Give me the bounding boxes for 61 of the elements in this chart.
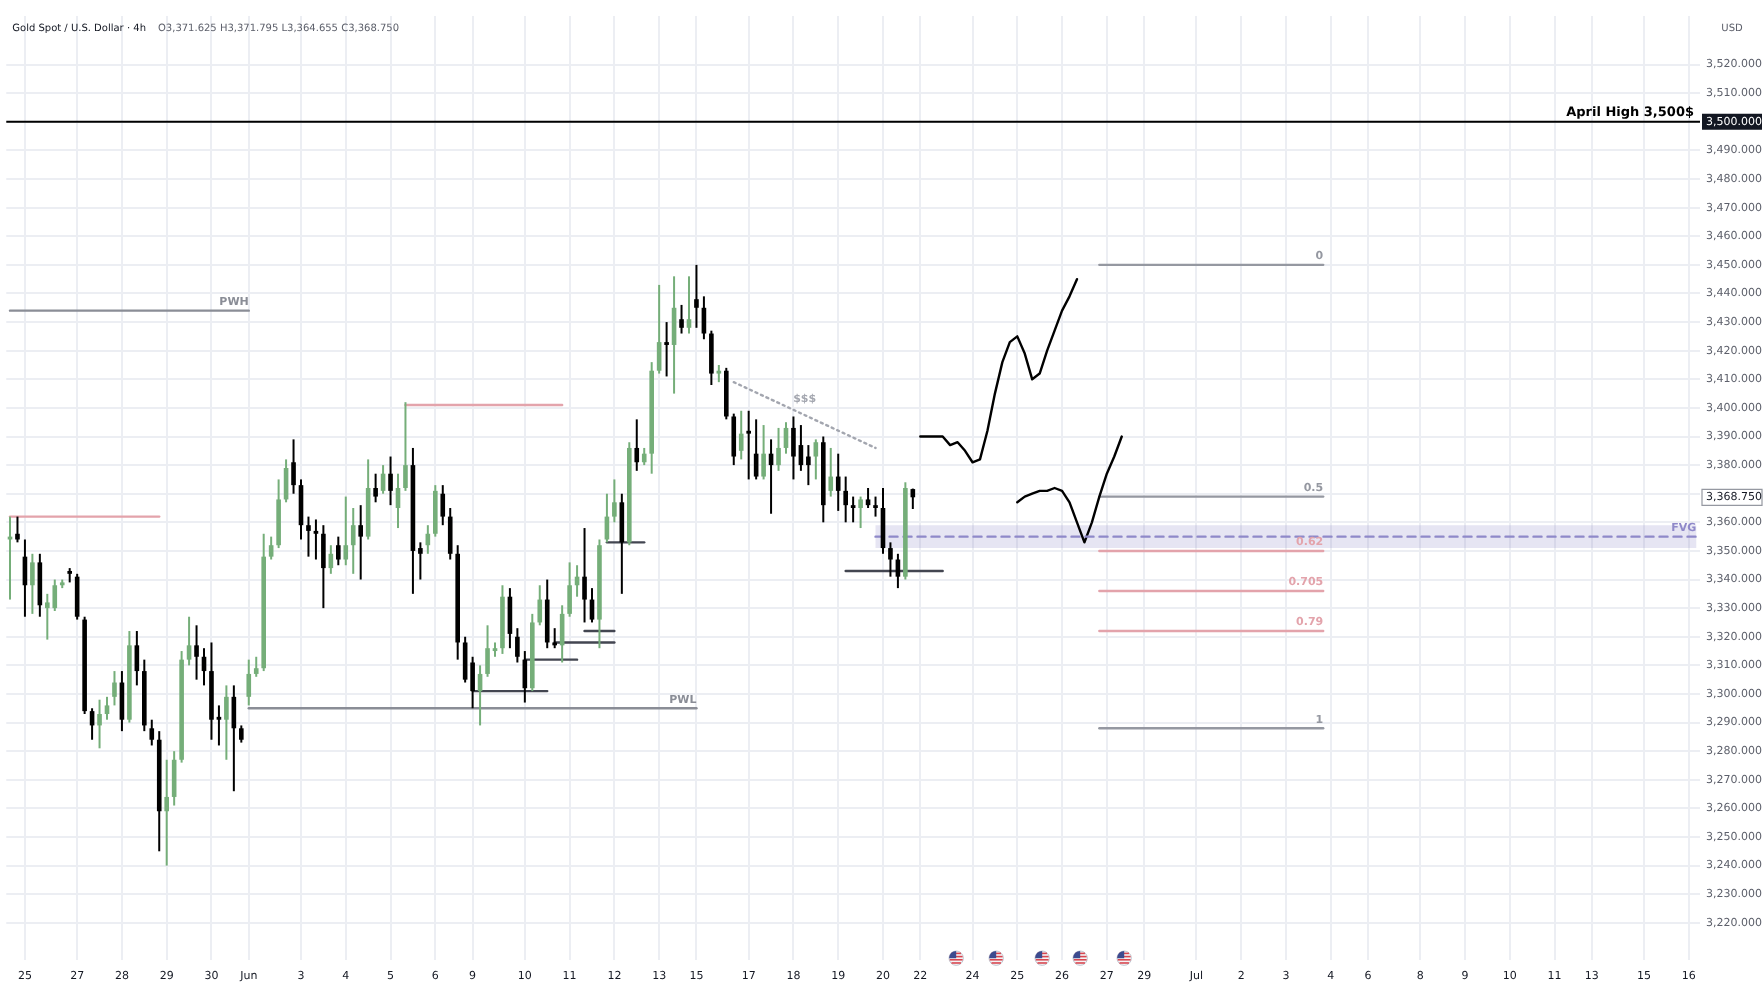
candlestick — [276, 478, 281, 550]
candlestick — [552, 627, 557, 650]
candlestick — [738, 409, 744, 461]
candlestick — [186, 615, 192, 667]
candlestick — [313, 518, 319, 561]
candlestick — [149, 718, 155, 747]
candlestick — [447, 507, 453, 561]
candlestick — [873, 495, 878, 518]
candlestick — [806, 444, 811, 487]
candlestick — [485, 624, 490, 678]
candlestick — [813, 438, 819, 481]
candlestick — [45, 592, 50, 641]
candlestick — [791, 415, 796, 481]
candlestick — [52, 578, 58, 613]
candlestick — [843, 475, 848, 524]
candlestick — [97, 698, 102, 750]
candlestick — [112, 670, 117, 707]
candlestick — [761, 424, 766, 481]
candlestick — [537, 584, 543, 627]
candlestick — [358, 504, 363, 581]
candlestick — [15, 515, 20, 544]
candlestick — [858, 495, 863, 530]
candlestick — [253, 655, 259, 678]
candlestick — [373, 472, 378, 504]
candlestick — [679, 303, 684, 335]
candlestick — [194, 624, 199, 681]
candlestick — [686, 275, 692, 335]
candlestick — [388, 455, 393, 507]
candlestick — [828, 446, 834, 498]
candlestick — [321, 524, 326, 610]
candlestick — [746, 409, 751, 481]
candlestick — [634, 418, 640, 472]
candlestick — [268, 535, 274, 561]
candlestick — [582, 527, 587, 624]
candlestick — [335, 535, 341, 567]
candlestick — [850, 495, 856, 524]
candlestick — [306, 515, 311, 558]
candlestick — [291, 438, 296, 495]
candlestick — [723, 366, 729, 421]
candlestick — [246, 658, 252, 707]
candlestick — [403, 401, 408, 492]
candlestick — [835, 452, 841, 512]
candlestick — [731, 412, 737, 467]
candlestick — [567, 561, 572, 618]
candlestick — [432, 484, 438, 538]
candlestick — [350, 507, 356, 575]
candlestick — [224, 684, 229, 761]
candlestick — [888, 541, 893, 578]
candlestick — [694, 263, 699, 329]
candlestick — [515, 627, 520, 664]
candlestick — [612, 478, 617, 524]
candlestick — [865, 487, 871, 510]
candlestick — [544, 578, 550, 650]
candlestick — [104, 695, 110, 721]
candlestick — [440, 484, 446, 527]
candlestick — [164, 758, 170, 867]
candlestick — [343, 495, 349, 567]
candlestick — [776, 426, 781, 472]
candlestick — [664, 321, 669, 378]
candlestick — [30, 552, 35, 615]
candlestick — [709, 329, 714, 387]
